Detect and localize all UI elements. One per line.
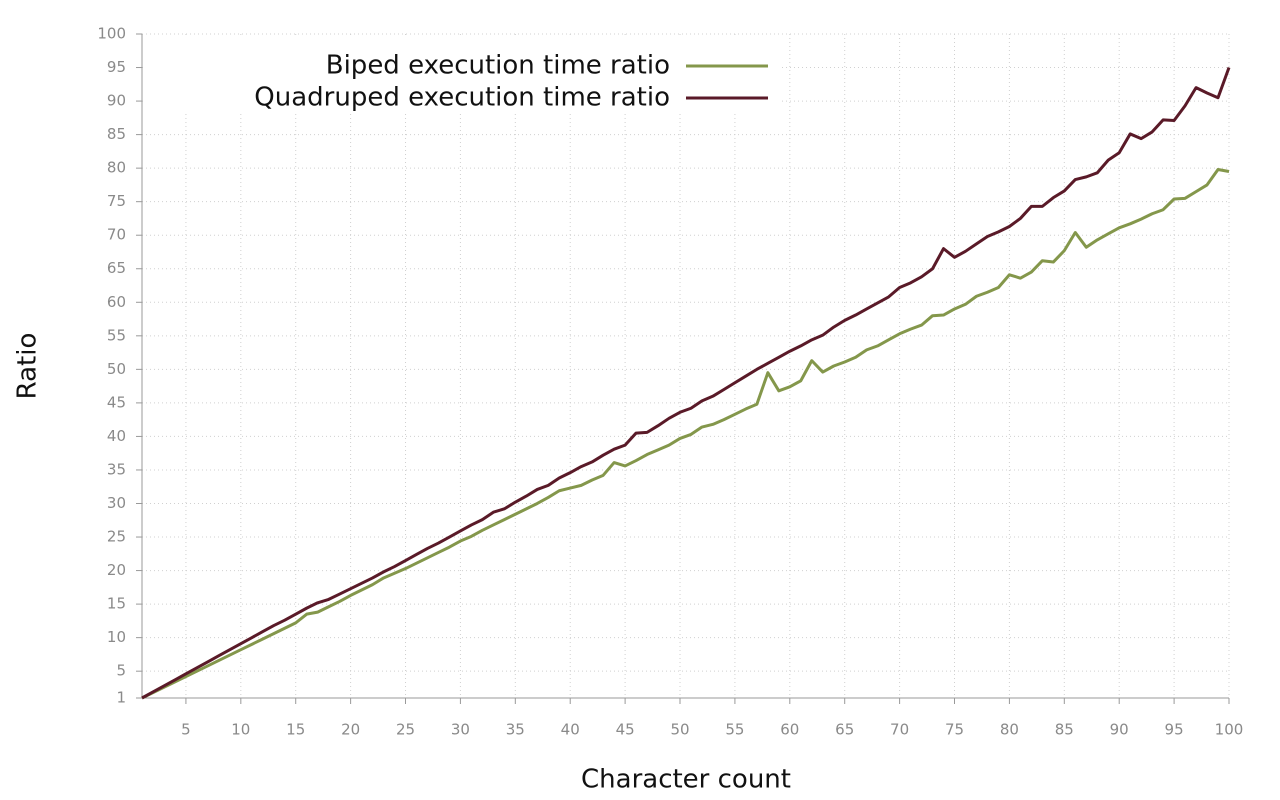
y-tick-label: 75 bbox=[107, 192, 126, 210]
x-tick-label: 65 bbox=[835, 721, 854, 739]
x-tick-label: 90 bbox=[1110, 721, 1129, 739]
y-tick-label: 1 bbox=[116, 689, 126, 707]
y-tick-label: 90 bbox=[107, 92, 126, 110]
x-tick-label: 10 bbox=[231, 721, 250, 739]
x-tick-label: 35 bbox=[506, 721, 525, 739]
y-tick-label: 60 bbox=[107, 293, 126, 311]
y-tick-label: 5 bbox=[116, 662, 126, 680]
y-tick-label: 50 bbox=[107, 360, 126, 378]
y-tick-label: 40 bbox=[107, 427, 126, 445]
x-tick-label: 70 bbox=[890, 721, 909, 739]
x-tick-label: 60 bbox=[780, 721, 799, 739]
y-tick-label: 80 bbox=[107, 159, 126, 177]
x-tick-label: 95 bbox=[1165, 721, 1184, 739]
y-axis-label: Ratio bbox=[13, 333, 43, 400]
y-tick-label: 45 bbox=[107, 393, 126, 411]
legend-label: Biped execution time ratio bbox=[326, 51, 670, 81]
y-tick-label: 100 bbox=[97, 25, 126, 43]
y-tick-label: 65 bbox=[107, 259, 126, 277]
y-tick-label: 70 bbox=[107, 226, 126, 244]
x-axis-label: Character count bbox=[581, 765, 791, 795]
y-tick-label: 20 bbox=[107, 561, 126, 579]
x-tick-label: 30 bbox=[451, 721, 470, 739]
x-tick-label: 80 bbox=[1000, 721, 1019, 739]
x-tick-label: 40 bbox=[561, 721, 580, 739]
x-tick-label: 15 bbox=[286, 721, 305, 739]
legend-box bbox=[145, 36, 780, 112]
x-tick-label: 100 bbox=[1215, 721, 1244, 739]
series-line bbox=[141, 67, 1231, 700]
y-tick-label: 85 bbox=[107, 125, 126, 143]
x-tick-label: 85 bbox=[1055, 721, 1074, 739]
x-tick-label: 45 bbox=[616, 721, 635, 739]
legend-label: Quadruped execution time ratio bbox=[254, 83, 670, 113]
y-tick-label: 10 bbox=[107, 628, 126, 646]
y-tick-label: 95 bbox=[107, 58, 126, 76]
y-tick-label: 25 bbox=[107, 528, 126, 546]
x-tick-label: 5 bbox=[181, 721, 191, 739]
series-line bbox=[141, 167, 1230, 700]
x-tick-label: 55 bbox=[725, 721, 744, 739]
x-tick-label: 25 bbox=[396, 721, 415, 739]
y-tick-label: 35 bbox=[107, 460, 126, 478]
y-tick-label: 15 bbox=[107, 595, 126, 613]
y-tick-label: 30 bbox=[107, 494, 126, 512]
y-tick-label: 55 bbox=[107, 326, 126, 344]
x-tick-label: 75 bbox=[945, 721, 964, 739]
x-tick-label: 20 bbox=[341, 721, 360, 739]
x-tick-label: 50 bbox=[670, 721, 689, 739]
